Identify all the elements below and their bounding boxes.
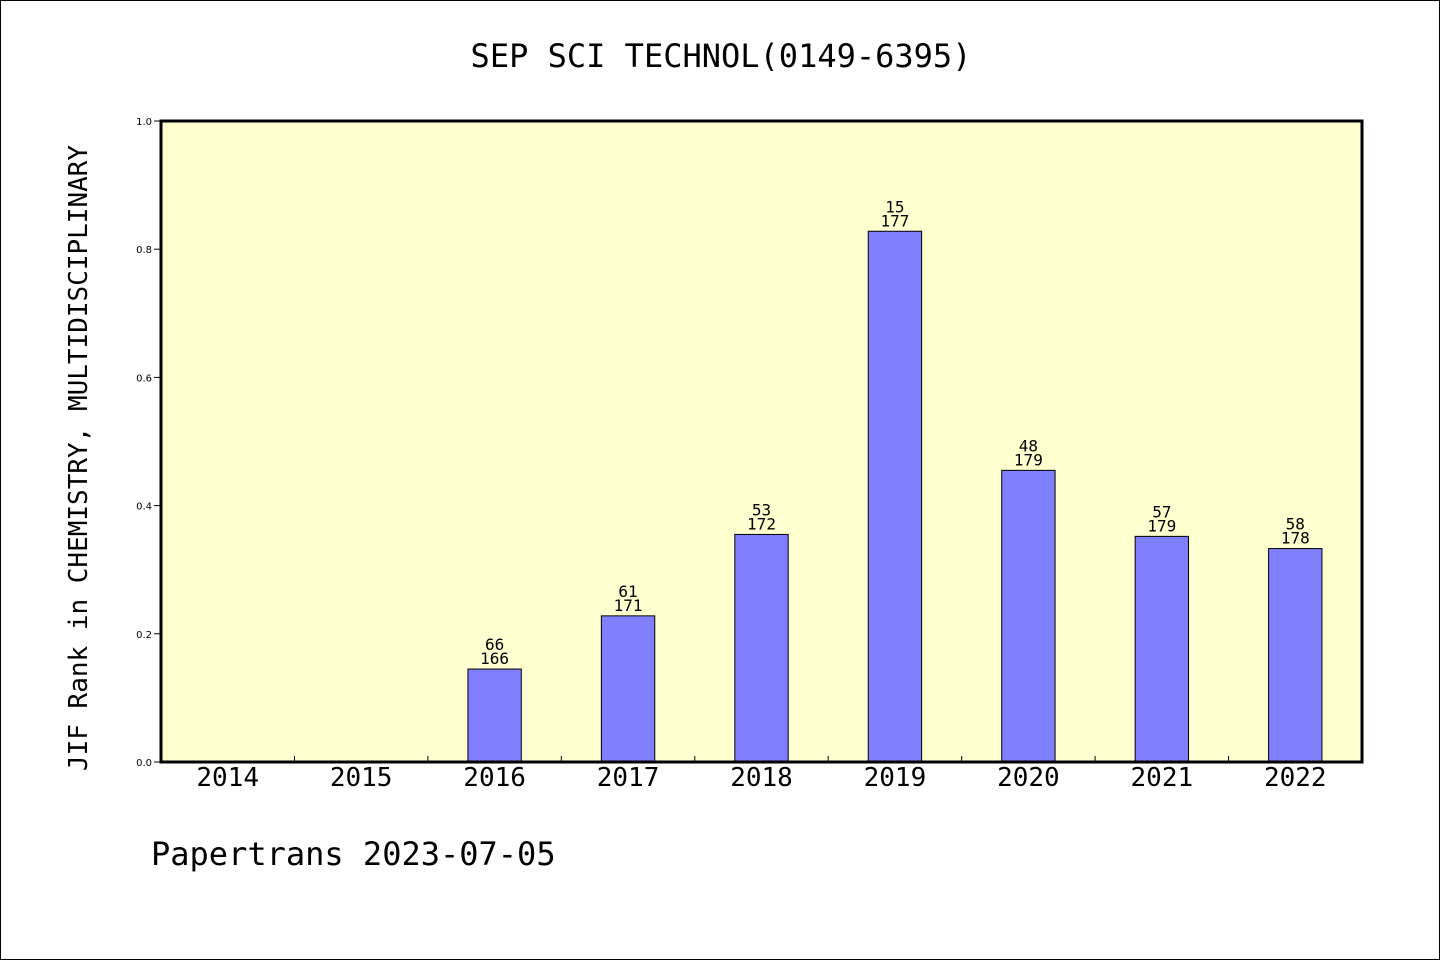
x-tick-label: 2020 xyxy=(997,763,1060,793)
bar-rank-label: 48 xyxy=(1019,436,1038,455)
x-tick-label: 2016 xyxy=(463,763,526,793)
y-tick-label: 0.0 xyxy=(136,758,152,769)
footer-credit: Papertrans 2023-07-05 xyxy=(151,835,556,873)
bar-2020 xyxy=(1001,469,1056,763)
bar-2021 xyxy=(1134,535,1190,763)
bar-rank-label: 15 xyxy=(885,197,904,216)
bar-total-label: 179 xyxy=(1147,516,1176,535)
bar-total-label: 179 xyxy=(1014,450,1043,469)
bar-2018 xyxy=(734,533,789,763)
bar-rank-label: 53 xyxy=(752,500,771,519)
y-tick-label: 0.6 xyxy=(136,373,152,384)
bars xyxy=(467,230,1323,763)
bar-rank-label: 58 xyxy=(1286,515,1305,534)
x-tick-label: 2019 xyxy=(864,763,927,793)
bar-2022 xyxy=(1268,548,1323,763)
bar-total-label: 177 xyxy=(880,211,909,230)
bar-rank-label: 61 xyxy=(618,582,637,601)
y-axis-title: JIF Rank in CHEMISTRY, MULTIDISCIPLINARY xyxy=(64,145,94,771)
bar-rank-label: 57 xyxy=(1152,502,1171,521)
x-tick-label: 2021 xyxy=(1131,763,1194,793)
y-tick-label: 0.4 xyxy=(136,502,152,513)
y-tick-label: 0.2 xyxy=(136,630,152,641)
y-tick-label: 1.0 xyxy=(136,117,152,128)
y-tick-labels: 0.0 0.2 0.4 0.6 0.8 1.0 xyxy=(136,117,152,769)
x-tick-labels: 2014 2015 2016 2017 2018 2019 2020 2021 2022 xyxy=(196,763,1326,793)
bar-total-label: 171 xyxy=(614,596,643,615)
bar-2017 xyxy=(600,615,656,763)
x-tick-label: 2022 xyxy=(1264,763,1327,793)
bar-total-label: 166 xyxy=(480,649,509,668)
x-tick-label: 2018 xyxy=(730,763,793,793)
y-tick-label: 0.8 xyxy=(136,245,152,256)
bar-2016 xyxy=(467,668,522,763)
plot-frame xyxy=(159,119,1364,764)
bar-total-label: 178 xyxy=(1281,529,1310,548)
bar-total-label: 172 xyxy=(747,514,776,533)
bar-rank-label: 66 xyxy=(485,635,504,654)
x-tick-label: 2017 xyxy=(597,763,660,793)
chart-title: SEP SCI TECHNOL(0149-6395) xyxy=(471,37,972,75)
x-tick-label: 2015 xyxy=(330,763,393,793)
x-tick-label: 2014 xyxy=(196,763,259,793)
bar-2019 xyxy=(867,230,923,763)
